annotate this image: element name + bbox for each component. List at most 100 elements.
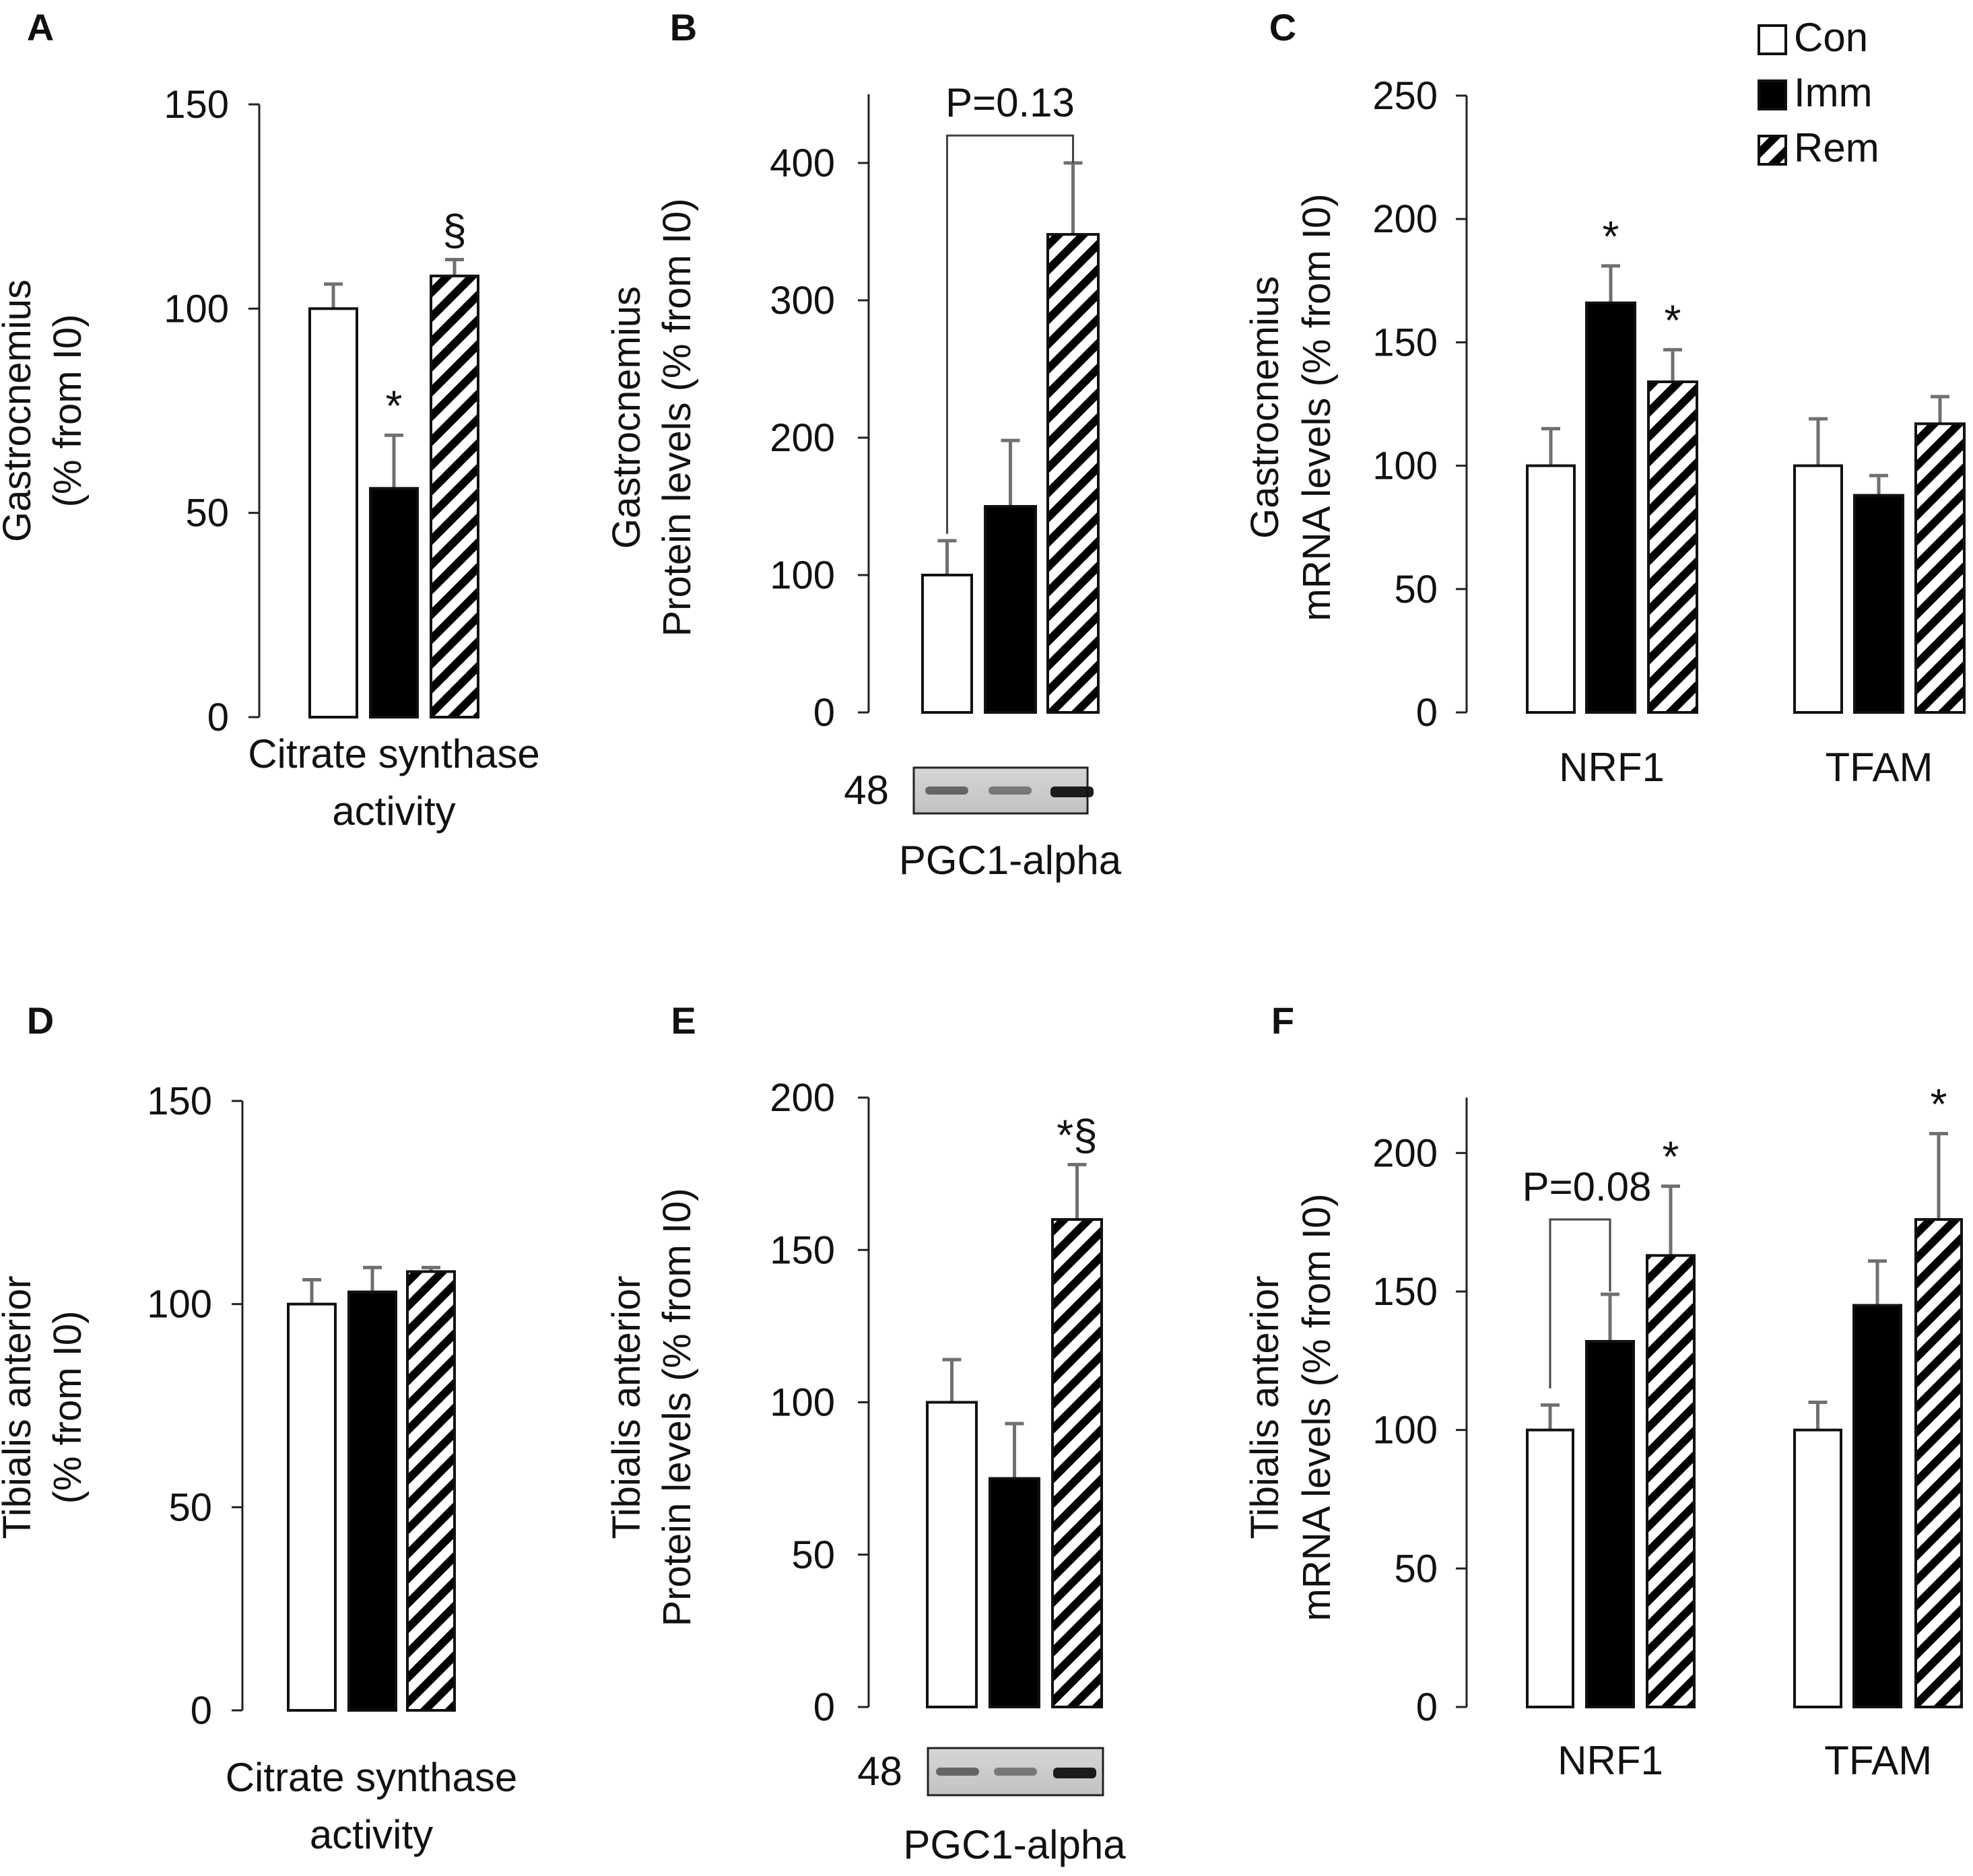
- y-tick-label: 100: [770, 554, 835, 597]
- panel-a: A 0 50 100 150 Gastrocnemius (% from I0) * § Citr…: [0, 6, 540, 834]
- bar-con: [921, 574, 973, 714]
- x-axis-label: TFAM: [1824, 1738, 1932, 1783]
- y-axis-label: Tibialis anterior: [0, 1275, 39, 1539]
- x-axis-label: Citrate synthase: [226, 1755, 518, 1800]
- bar-con: [287, 1302, 337, 1712]
- y-axis-label: Gastrocnemius: [1243, 276, 1287, 539]
- x-axis-label: PGC1-alpha: [899, 838, 1122, 883]
- bar-con: [1793, 1428, 1842, 1709]
- significance-mark: *: [1603, 212, 1619, 261]
- bar-rem: [1914, 1218, 1963, 1708]
- bar-con: [308, 307, 358, 719]
- significance-mark: *: [1665, 296, 1681, 344]
- y-tick-label: 50: [1394, 568, 1438, 611]
- legend-label: Imm: [1794, 70, 1873, 115]
- y-tick-label: 0: [813, 1685, 835, 1729]
- y-tick-label: 150: [770, 1228, 835, 1272]
- legend-label: Rem: [1794, 125, 1879, 170]
- x-axis-label: PGC1-alpha: [903, 1822, 1126, 1867]
- y-axis-label: Protein levels (% from I0): [655, 198, 699, 636]
- y-tick-label: 0: [813, 691, 835, 735]
- bar-imm: [984, 505, 1037, 714]
- legend-swatch: [1758, 24, 1787, 55]
- bar-rem: [1646, 1254, 1696, 1708]
- y-tick-label: 50: [1394, 1547, 1438, 1590]
- y-axis-label: mRNA levels (% from I0): [1295, 194, 1339, 622]
- bar-imm: [1585, 301, 1636, 714]
- y-tick-label: 0: [1416, 1685, 1438, 1729]
- legend-item-imm: Imm: [1758, 70, 1873, 115]
- y-axis-label: (% from I0): [46, 1311, 90, 1504]
- y-axis-label: Gastrocnemius: [0, 279, 39, 542]
- bar-imm: [1852, 1304, 1902, 1708]
- y-tick-label: 150: [1372, 1270, 1438, 1314]
- y-tick-label: 150: [1372, 321, 1438, 364]
- y-axis-label: Protein levels (% from I0): [655, 1188, 699, 1626]
- significance-mark: *: [1663, 1133, 1679, 1181]
- panel-label: E: [671, 999, 696, 1042]
- x-axis-label: Citrate synthase: [248, 731, 540, 776]
- y-tick-label: 200: [1372, 1131, 1438, 1175]
- significance-bracket: [1549, 1218, 1611, 1388]
- y-tick-label: 150: [147, 1079, 212, 1123]
- y-tick-label: 0: [191, 1689, 212, 1733]
- bar-rem: [1046, 233, 1100, 714]
- p-value-label: P=0.08: [1523, 1164, 1652, 1209]
- significance-bracket: [946, 134, 1074, 534]
- x-axis-label: activity: [332, 789, 455, 834]
- panel-label: C: [1269, 6, 1296, 48]
- y-tick-label: 100: [770, 1381, 835, 1425]
- y-axis-label: Gastrocnemius: [605, 286, 648, 549]
- y-tick-label: 50: [791, 1533, 835, 1577]
- western-blot: 48: [857, 1747, 1104, 1797]
- blot-band: [994, 1768, 1037, 1776]
- significance-mark: *: [1931, 1079, 1947, 1128]
- legend: Con Imm Rem: [1758, 15, 1879, 170]
- bar-con: [1526, 464, 1576, 714]
- y-tick-label: 0: [1416, 691, 1438, 735]
- panel-b: B 0 100 200 300 400 Gastrocnemius Protein level…: [605, 6, 1122, 883]
- blot-band: [925, 786, 968, 795]
- blot-band: [989, 786, 1032, 795]
- bar-imm: [369, 487, 419, 718]
- y-tick-label: 150: [164, 83, 229, 127]
- y-axis-label: Tibialis anterior: [1243, 1275, 1287, 1539]
- blot-band: [936, 1768, 979, 1776]
- y-tick-label: 100: [1372, 1409, 1438, 1452]
- y-tick-label: 100: [1372, 444, 1438, 488]
- panel-label: B: [670, 6, 697, 48]
- y-axis-label: Tibialis anterior: [605, 1275, 648, 1539]
- significance-mark: *: [386, 381, 403, 430]
- y-axis-label: mRNA levels (% from I0): [1295, 1194, 1339, 1621]
- bar-con: [1793, 464, 1843, 714]
- blot-band: [1050, 786, 1094, 797]
- y-axis-label: (% from I0): [46, 314, 90, 508]
- y-tick-label: 200: [770, 416, 835, 460]
- panel-e: E 0 50 100 150 200 Tibialis anterior Protein le…: [605, 999, 1126, 1867]
- panel-d: D 0 50 100 150 Tibialis anterior (% from I0) Ci…: [0, 999, 517, 1857]
- bar-imm: [347, 1290, 397, 1712]
- bar-rem: [1914, 422, 1966, 714]
- bar-rem: [406, 1270, 456, 1712]
- panel-f: F 0 50 100 150 200 Tibialis anterior mRNA level…: [1243, 999, 1963, 1783]
- y-tick-label: 0: [207, 696, 229, 739]
- legend-item-rem: Rem: [1758, 125, 1879, 170]
- x-axis-label: activity: [310, 1812, 433, 1857]
- significance-mark: *§: [1057, 1111, 1098, 1160]
- y-tick-label: 50: [168, 1485, 212, 1529]
- bar-rem: [430, 274, 479, 718]
- bar-imm: [1585, 1340, 1635, 1708]
- x-axis-label: NRF1: [1559, 745, 1665, 790]
- western-blot: 48: [844, 766, 1094, 815]
- y-tick-label: 50: [185, 492, 229, 535]
- bar-con: [1526, 1428, 1574, 1709]
- y-tick-label: 300: [770, 279, 835, 323]
- y-tick-label: 400: [770, 141, 835, 185]
- x-axis-label: NRF1: [1558, 1738, 1663, 1783]
- y-tick-label: 100: [147, 1283, 212, 1327]
- panel-label: D: [27, 999, 54, 1042]
- legend-item-con: Con: [1758, 15, 1868, 60]
- y-tick-label: 100: [164, 287, 229, 331]
- blot-band: [1053, 1768, 1096, 1778]
